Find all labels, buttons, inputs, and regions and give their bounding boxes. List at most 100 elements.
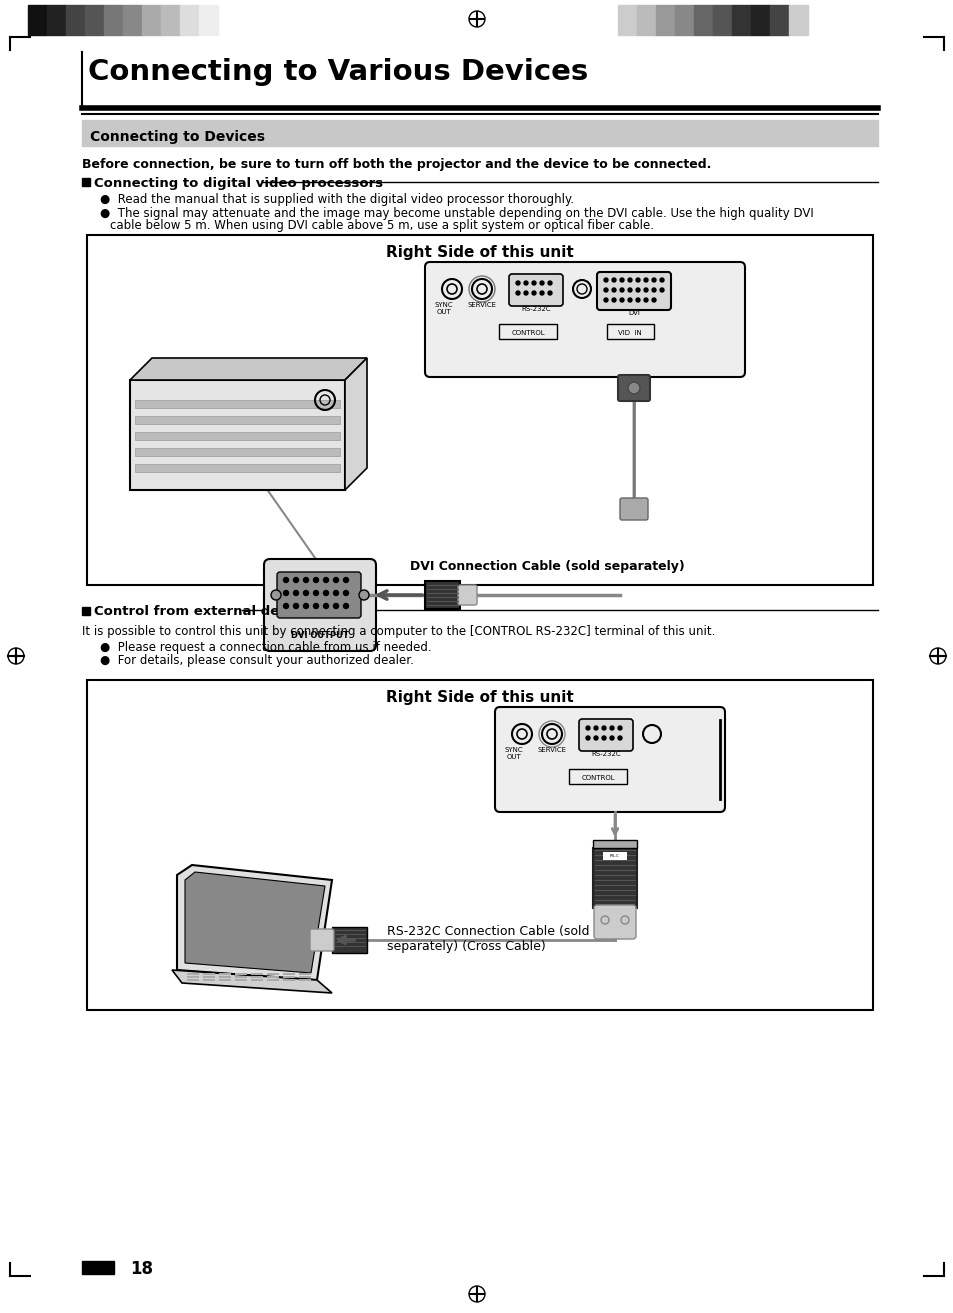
Text: OUT: OUT	[506, 754, 521, 760]
Circle shape	[627, 298, 631, 302]
Bar	[267, 973, 278, 976]
Bar	[161, 5, 180, 35]
Bar	[82, 119, 877, 146]
Circle shape	[358, 590, 369, 600]
Circle shape	[619, 298, 623, 302]
Text: VID  IN: VID IN	[618, 330, 641, 336]
Bar	[219, 979, 231, 981]
Bar	[234, 973, 247, 976]
Circle shape	[334, 604, 338, 608]
Bar	[135, 400, 339, 408]
Bar	[731, 5, 750, 35]
Circle shape	[314, 578, 318, 583]
Circle shape	[343, 578, 348, 583]
Circle shape	[636, 298, 639, 302]
Bar	[135, 432, 339, 440]
Text: RS-232C: RS-232C	[591, 751, 620, 758]
Circle shape	[532, 281, 536, 285]
FancyBboxPatch shape	[276, 572, 360, 618]
Circle shape	[612, 278, 616, 282]
Circle shape	[294, 578, 298, 583]
Circle shape	[283, 591, 288, 596]
Polygon shape	[177, 865, 332, 979]
Text: SERVICE: SERVICE	[537, 747, 566, 752]
Circle shape	[283, 578, 288, 583]
Bar	[82, 607, 90, 614]
Circle shape	[303, 578, 308, 583]
Bar	[87, 680, 872, 1010]
Bar	[234, 979, 247, 981]
Bar	[593, 840, 637, 848]
FancyBboxPatch shape	[594, 905, 636, 939]
Bar	[251, 979, 263, 981]
Bar	[142, 5, 161, 35]
Bar	[283, 979, 294, 981]
Bar	[82, 1260, 113, 1274]
Bar	[104, 5, 123, 35]
Text: SYNC: SYNC	[504, 747, 523, 752]
Bar	[251, 976, 263, 978]
Text: ●  Please request a connection cable from us if needed.: ● Please request a connection cable from…	[100, 641, 431, 654]
Circle shape	[601, 726, 605, 730]
Circle shape	[323, 578, 328, 583]
Circle shape	[618, 737, 621, 741]
Text: Connecting to Devices: Connecting to Devices	[90, 130, 265, 144]
Text: RS-C: RS-C	[609, 853, 619, 857]
Bar	[135, 463, 339, 471]
Polygon shape	[130, 358, 367, 379]
Circle shape	[294, 591, 298, 596]
Text: ●  The signal may attenuate and the image may become unstable depending on the D: ● The signal may attenuate and the image…	[100, 207, 813, 221]
Circle shape	[603, 298, 607, 302]
Circle shape	[603, 278, 607, 282]
Circle shape	[651, 298, 656, 302]
Polygon shape	[345, 358, 367, 490]
Text: ●  Read the manual that is supplied with the digital video processor thoroughly.: ● Read the manual that is supplied with …	[100, 193, 574, 206]
Bar	[199, 5, 218, 35]
Circle shape	[283, 604, 288, 608]
Bar	[712, 5, 731, 35]
Text: Connecting to Various Devices: Connecting to Various Devices	[88, 58, 588, 85]
Circle shape	[343, 591, 348, 596]
Circle shape	[651, 288, 656, 291]
Text: DVI OUTPUT: DVI OUTPUT	[291, 630, 349, 639]
Circle shape	[516, 281, 519, 285]
Text: 18: 18	[130, 1260, 152, 1278]
Circle shape	[334, 578, 338, 583]
Text: It is possible to control this unit by connecting a computer to the [CONTROL RS-: It is possible to control this unit by c…	[82, 625, 715, 638]
Circle shape	[659, 278, 663, 282]
Bar	[283, 973, 294, 976]
Circle shape	[323, 604, 328, 608]
Circle shape	[547, 291, 552, 295]
Bar	[283, 976, 294, 978]
Bar	[219, 976, 231, 978]
FancyBboxPatch shape	[310, 930, 334, 951]
Text: RS-232C: RS-232C	[520, 306, 550, 312]
FancyBboxPatch shape	[495, 706, 724, 811]
Circle shape	[334, 591, 338, 596]
Circle shape	[516, 291, 519, 295]
Circle shape	[303, 604, 308, 608]
Bar	[424, 580, 459, 609]
Bar	[602, 852, 626, 860]
Circle shape	[651, 278, 656, 282]
Circle shape	[594, 726, 598, 730]
Text: Right Side of this unit: Right Side of this unit	[386, 246, 574, 260]
Circle shape	[643, 278, 647, 282]
Circle shape	[294, 604, 298, 608]
Circle shape	[659, 288, 663, 291]
Bar	[675, 5, 693, 35]
Circle shape	[603, 288, 607, 291]
Bar	[87, 235, 872, 586]
Text: CONTROL: CONTROL	[580, 775, 614, 781]
FancyBboxPatch shape	[457, 586, 476, 605]
Circle shape	[627, 278, 631, 282]
Text: ●  For details, please consult your authorized dealer.: ● For details, please consult your autho…	[100, 654, 414, 667]
Bar	[66, 5, 85, 35]
Bar	[47, 5, 66, 35]
Bar	[28, 5, 47, 35]
Bar	[332, 927, 367, 953]
Circle shape	[609, 737, 614, 741]
Bar	[267, 976, 278, 978]
Circle shape	[643, 298, 647, 302]
Bar	[203, 976, 214, 978]
